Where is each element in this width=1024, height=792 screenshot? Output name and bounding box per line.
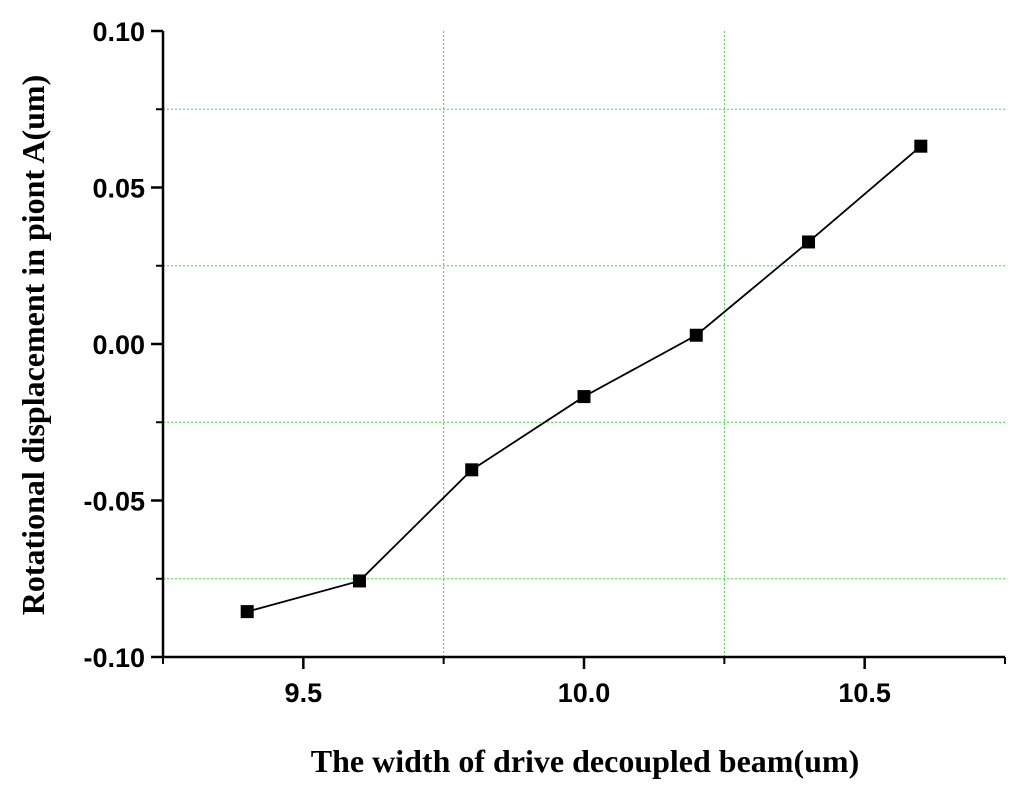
y-tick-label: 0.00 (92, 330, 145, 360)
data-point (352, 574, 366, 588)
grid-lines (163, 31, 1005, 657)
axes (161, 31, 1005, 659)
y-axis-title: Rotational displacement in piont A(um) (15, 75, 51, 615)
data-point (914, 139, 928, 153)
y-tick-label: -0.10 (83, 643, 145, 673)
data-point (802, 235, 816, 249)
tick-labels: 9.5 10.0 10.5 -0.10 -0.05 0.00 0.05 0.10 (83, 17, 890, 708)
series-line (246, 145, 922, 613)
axis-ticks (151, 29, 1006, 669)
x-tick-label: 9.5 (285, 678, 323, 708)
data-point (465, 463, 479, 477)
x-axis-title: The width of drive decoupled beam(um) (311, 743, 859, 779)
x-tick-label: 10.5 (838, 678, 891, 708)
data-point (577, 390, 591, 404)
data-point (240, 605, 254, 619)
x-tick-label: 10.0 (558, 678, 611, 708)
y-tick-label: -0.05 (83, 487, 145, 517)
data-point (689, 328, 703, 342)
y-tick-label: 0.05 (92, 174, 145, 204)
y-tick-label: 0.10 (92, 17, 145, 47)
data-series (240, 139, 928, 619)
